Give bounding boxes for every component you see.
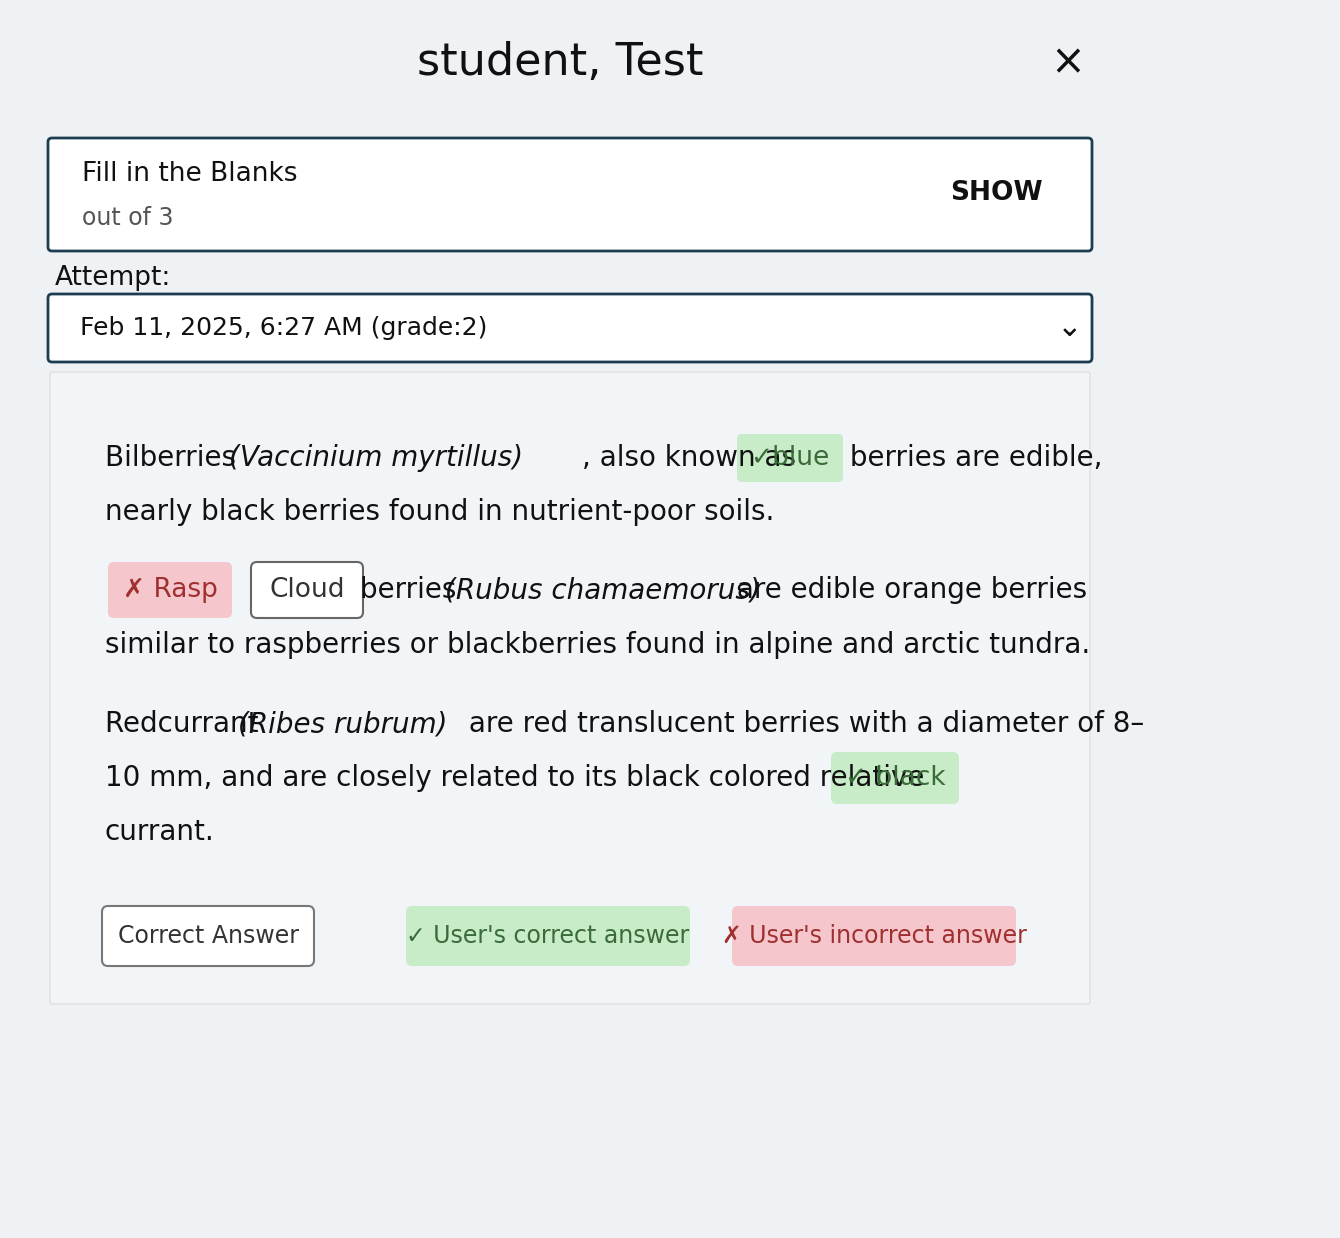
Text: currant.: currant. xyxy=(105,818,214,846)
FancyBboxPatch shape xyxy=(406,906,690,966)
Text: ✓ black: ✓ black xyxy=(844,765,945,791)
FancyBboxPatch shape xyxy=(48,293,1092,361)
Text: , also known as: , also known as xyxy=(582,444,796,472)
Text: berries: berries xyxy=(360,576,465,604)
Text: nearly black berries found in nutrient-poor soils.: nearly black berries found in nutrient-p… xyxy=(105,498,775,526)
Text: (Vaccinium myrtillus): (Vaccinium myrtillus) xyxy=(229,444,523,472)
Text: out of 3: out of 3 xyxy=(82,206,173,230)
Text: 10 mm, and are closely related to its black colored relative: 10 mm, and are closely related to its bl… xyxy=(105,764,925,792)
Text: ✗ Rasp: ✗ Rasp xyxy=(122,577,217,603)
Text: student, Test: student, Test xyxy=(417,41,704,83)
Text: ✓blue: ✓blue xyxy=(750,444,829,470)
Text: ×: × xyxy=(1051,41,1085,83)
Text: Redcurrant: Redcurrant xyxy=(105,711,268,738)
Text: are edible orange berries: are edible orange berries xyxy=(728,576,1087,604)
FancyBboxPatch shape xyxy=(251,562,363,618)
Text: Fill in the Blanks: Fill in the Blanks xyxy=(82,161,297,187)
Text: berries are edible,: berries are edible, xyxy=(842,444,1103,472)
Text: (Rubus chamaemorus): (Rubus chamaemorus) xyxy=(445,576,761,604)
FancyBboxPatch shape xyxy=(732,906,1016,966)
Text: (Ribes rubrum): (Ribes rubrum) xyxy=(239,711,448,738)
FancyBboxPatch shape xyxy=(737,435,843,482)
Text: Feb 11, 2025, 6:27 AM (grade:2): Feb 11, 2025, 6:27 AM (grade:2) xyxy=(80,316,488,340)
Text: SHOW: SHOW xyxy=(950,180,1043,206)
FancyBboxPatch shape xyxy=(50,371,1089,1004)
FancyBboxPatch shape xyxy=(109,562,232,618)
Text: ✓ User's correct answer: ✓ User's correct answer xyxy=(406,924,690,948)
Text: Cloud: Cloud xyxy=(269,577,344,603)
Text: ✗ User's incorrect answer: ✗ User's incorrect answer xyxy=(721,924,1026,948)
Text: Correct Answer: Correct Answer xyxy=(118,924,299,948)
FancyBboxPatch shape xyxy=(102,906,314,966)
Text: Bilberries: Bilberries xyxy=(105,444,245,472)
Text: Attempt:: Attempt: xyxy=(55,265,172,291)
Text: ⌄: ⌄ xyxy=(1057,313,1083,343)
FancyBboxPatch shape xyxy=(831,751,959,803)
FancyBboxPatch shape xyxy=(48,137,1092,251)
Text: are red translucent berries with a diameter of 8–: are red translucent berries with a diame… xyxy=(460,711,1144,738)
Text: similar to raspberries or blackberries found in alpine and arctic tundra.: similar to raspberries or blackberries f… xyxy=(105,631,1091,659)
